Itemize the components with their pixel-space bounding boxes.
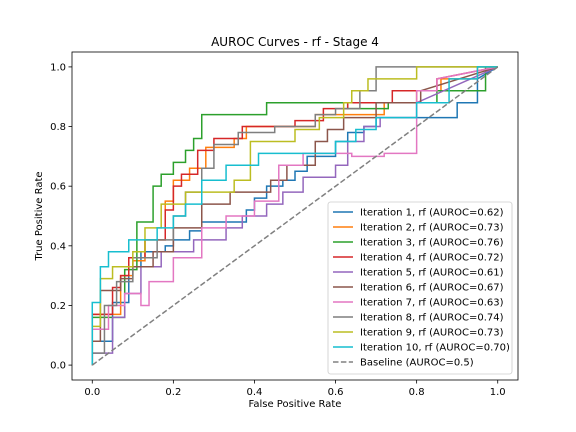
y-tick-label: 0.4 bbox=[50, 241, 66, 252]
x-axis: 0.0 0.2 0.4 0.6 0.8 1.0 bbox=[84, 380, 506, 398]
x-tick-label: 0.0 bbox=[84, 387, 100, 398]
legend: Iteration 1, rf (AUROC=0.62) Iteration 2,… bbox=[327, 201, 513, 375]
y-tick-label: 1.0 bbox=[50, 62, 66, 73]
legend-entry-10: Iteration 10, rf (AUROC=0.70) bbox=[360, 343, 510, 354]
x-tick-label: 0.2 bbox=[165, 387, 181, 398]
y-axis-label: True Positive Rate bbox=[34, 171, 45, 261]
series-line-4 bbox=[91, 66, 498, 366]
legend-entry-8: Iteration 8, rf (AUROC=0.74) bbox=[360, 313, 504, 324]
y-tick-label: 0.8 bbox=[50, 122, 66, 133]
series-line-8 bbox=[91, 66, 498, 366]
x-axis-label: False Positive Rate bbox=[249, 399, 342, 410]
legend-entry-3: Iteration 3, rf (AUROC=0.76) bbox=[360, 238, 504, 249]
series-line-9 bbox=[91, 66, 498, 366]
legend-entry-5: Iteration 5, rf (AUROC=0.61) bbox=[360, 268, 504, 279]
x-tick-label: 1.0 bbox=[490, 387, 506, 398]
x-tick-label: 0.4 bbox=[247, 387, 263, 398]
y-tick-label: 0.0 bbox=[50, 361, 66, 372]
legend-box bbox=[327, 201, 513, 375]
legend-entry-9: Iteration 9, rf (AUROC=0.73) bbox=[360, 328, 504, 339]
legend-entry-6: Iteration 6, rf (AUROC=0.67) bbox=[360, 283, 504, 294]
axes-frame bbox=[71, 51, 519, 381]
chart-title: AUROC Curves - rf - Stage 4 bbox=[211, 35, 379, 49]
legend-entry-2: Iteration 2, rf (AUROC=0.73) bbox=[360, 223, 504, 234]
series-line-7 bbox=[91, 66, 498, 366]
y-axis: 0.0 0.2 0.4 0.6 0.8 1.0 bbox=[50, 62, 72, 372]
legend-entry-1: Iteration 1, rf (AUROC=0.62) bbox=[360, 208, 504, 219]
x-tick-label: 0.8 bbox=[409, 387, 425, 398]
y-tick-label: 0.6 bbox=[50, 182, 66, 193]
x-tick-label: 0.6 bbox=[328, 387, 344, 398]
series-line-11 bbox=[91, 66, 499, 366]
y-tick-label: 0.2 bbox=[50, 301, 66, 312]
legend-entry-4: Iteration 4, rf (AUROC=0.72) bbox=[360, 253, 504, 264]
plot-area bbox=[91, 66, 499, 366]
legend-entry-7: Iteration 7, rf (AUROC=0.63) bbox=[360, 298, 504, 309]
series-line-10 bbox=[91, 66, 498, 366]
legend-entry-11: Baseline (AUROC=0.5) bbox=[360, 358, 474, 369]
